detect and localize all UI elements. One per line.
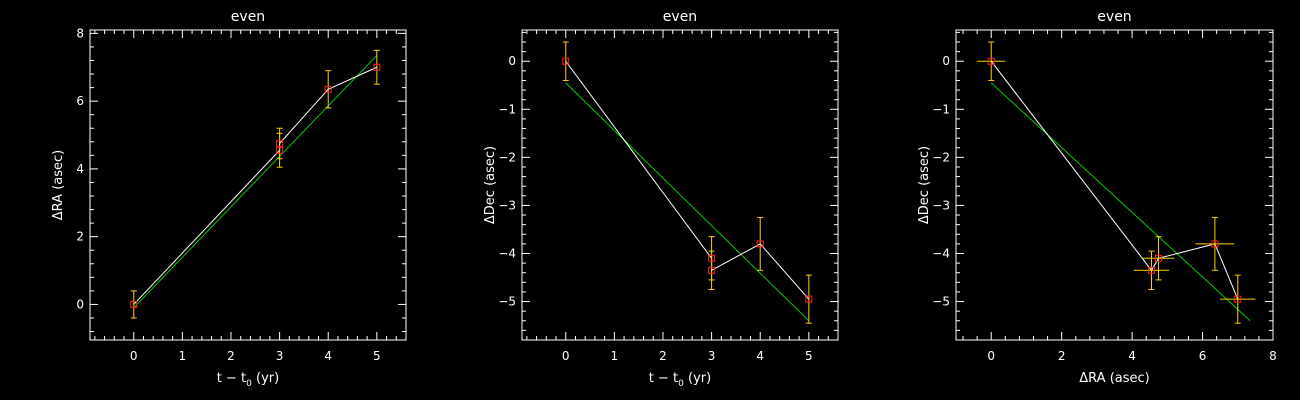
data-point <box>1234 295 1242 303</box>
data-point <box>373 63 381 71</box>
chart-title: even <box>231 9 265 25</box>
y-tick-label: −1 <box>498 102 516 116</box>
x-tick-label: 6 <box>1199 349 1207 363</box>
y-axis-label: ΔRA (asec) <box>51 150 66 220</box>
fit-line <box>133 55 378 309</box>
x-axis-label-subscript: 0 <box>246 379 252 389</box>
y-tick-label: −5 <box>498 295 516 309</box>
y-tick-label: −5 <box>932 295 950 309</box>
y-tick-label: 2 <box>76 230 84 244</box>
data-point <box>1155 254 1163 262</box>
x-axis-label-subscript: 0 <box>678 379 684 389</box>
x-axis-label-main: t − t <box>217 371 246 386</box>
plot-frame <box>89 29 407 341</box>
y-tick-label: 0 <box>76 297 84 311</box>
x-tick-label: 1 <box>611 349 619 363</box>
x-axis-label-main: t − t <box>649 371 678 386</box>
x-tick-label: 5 <box>373 349 381 363</box>
x-axis-label-unit: (yr) <box>252 371 279 386</box>
x-axis-label-unit: (yr) <box>684 371 711 386</box>
y-tick-label: −1 <box>932 102 950 116</box>
x-tick-label: 4 <box>1128 349 1136 363</box>
y-tick-label: −3 <box>498 198 516 212</box>
x-tick-label: 3 <box>708 349 716 363</box>
data-point <box>276 139 284 147</box>
x-tick-label: 1 <box>179 349 187 363</box>
y-tick-label: 0 <box>508 54 516 68</box>
data-point <box>1211 240 1219 248</box>
x-tick-label: 4 <box>324 349 332 363</box>
y-tick-label: 8 <box>76 26 84 40</box>
x-tick-label: 2 <box>227 349 235 363</box>
fit-line <box>565 82 810 322</box>
y-tick-label: −4 <box>498 246 516 260</box>
data-point <box>805 295 813 303</box>
x-tick-label: 2 <box>1058 349 1066 363</box>
data-point <box>562 57 570 65</box>
plot-frame <box>521 29 839 341</box>
data-point <box>987 57 995 65</box>
y-axis-label: ΔDec (asec) <box>483 146 498 224</box>
data-point <box>1147 266 1155 274</box>
y-tick-label: 6 <box>76 94 84 108</box>
data-point <box>708 266 716 274</box>
y-tick-label: −3 <box>932 198 950 212</box>
chart-panel-3: even 0 2 4 6 8 −5 −4 −3 −2 −1 0 ΔRA (asec) ΔDec (asec… <box>917 9 1277 386</box>
x-axis-label: ΔRA (asec) <box>1079 371 1149 386</box>
x-tick-label: 0 <box>562 349 570 363</box>
data-point <box>756 240 764 248</box>
x-tick-label: 0 <box>987 349 995 363</box>
x-tick-label: 3 <box>276 349 284 363</box>
chart-title: even <box>663 9 697 25</box>
x-axis-label: t − t0 (yr) <box>217 371 279 389</box>
data-point <box>324 85 332 93</box>
chart-title: even <box>1097 9 1131 25</box>
y-tick-label: 0 <box>942 54 950 68</box>
x-tick-label: 0 <box>130 349 138 363</box>
x-tick-label: 4 <box>756 349 764 363</box>
fit-line <box>990 82 1251 322</box>
data-point <box>130 300 138 308</box>
x-axis-label: t − t0 (yr) <box>649 371 711 389</box>
x-axis-label-main: ΔRA (asec) <box>1079 371 1149 386</box>
y-tick-label: −4 <box>932 246 950 260</box>
x-tick-label: 8 <box>1269 349 1277 363</box>
plot-frame <box>955 29 1274 341</box>
y-tick-label: −2 <box>498 150 516 164</box>
x-tick-label: 5 <box>805 349 813 363</box>
data-point <box>708 254 716 262</box>
data-point <box>276 146 284 154</box>
y-tick-label: −2 <box>932 150 950 164</box>
x-tick-label: 2 <box>659 349 667 363</box>
y-tick-label: 4 <box>76 162 84 176</box>
y-axis-label: ΔDec (asec) <box>917 146 932 224</box>
